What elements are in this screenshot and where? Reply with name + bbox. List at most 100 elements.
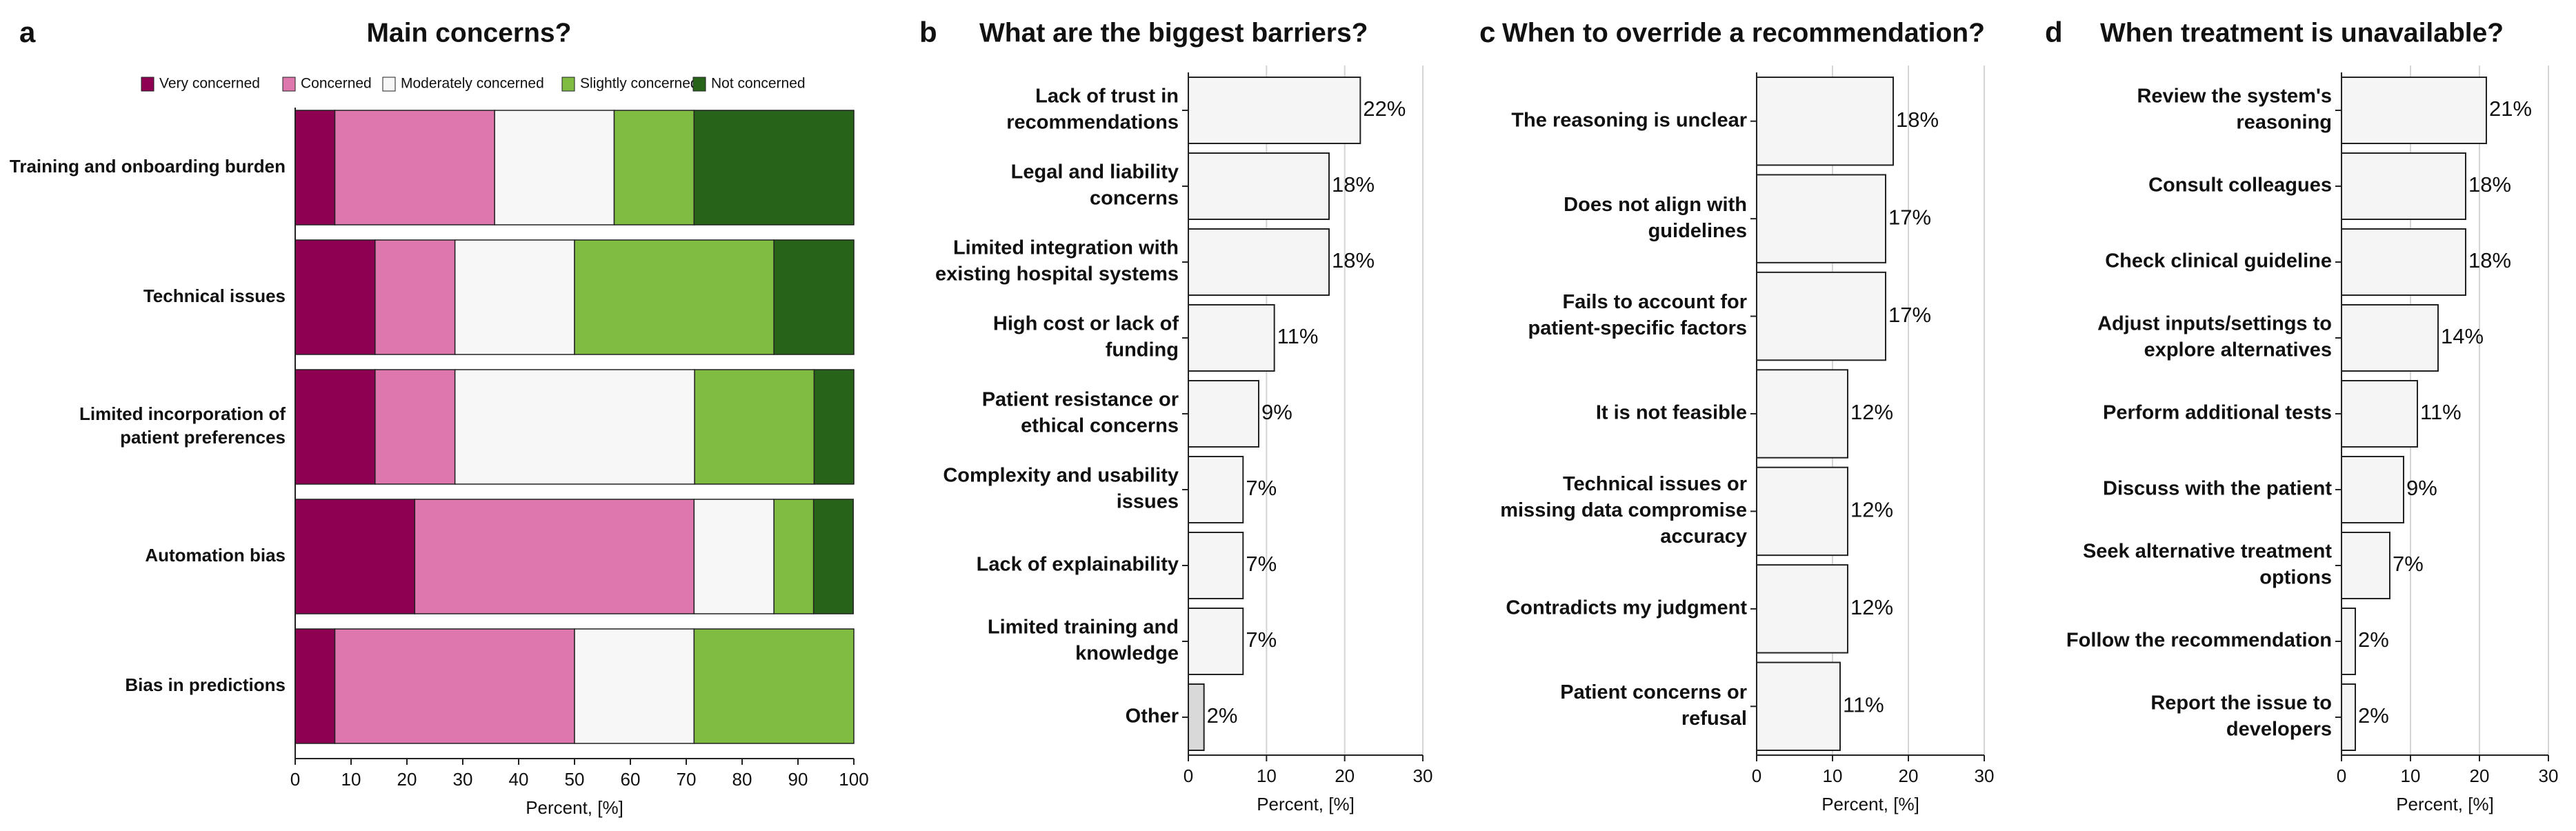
bar-segment <box>693 110 855 226</box>
data-label: 7% <box>2393 552 2424 576</box>
category-label: Contradicts my judgment <box>1506 597 1747 619</box>
chart-title: What are the biggest barriers? <box>979 18 1368 48</box>
category-label: Does not align with <box>1564 194 1747 216</box>
chart-title: When treatment is unavailable? <box>2100 18 2504 48</box>
data-label: 18% <box>2468 172 2511 197</box>
chart-title: When to override a recommendation? <box>1502 18 1985 48</box>
x-tick-label: 10 <box>341 769 361 790</box>
bar <box>2341 77 2487 144</box>
x-tick-label: 80 <box>732 769 752 790</box>
x-axis-label: Percent, [%] <box>1821 794 1919 814</box>
legend-label: Concerned <box>301 76 372 92</box>
category-label: accuracy <box>1660 525 1747 548</box>
data-label: 2% <box>2358 628 2389 652</box>
bar <box>1188 608 1244 675</box>
x-tick-label: 10 <box>1823 765 1843 786</box>
category-label: patient-specific factors <box>1528 317 1747 339</box>
data-label: 18% <box>2468 248 2511 272</box>
x-tick-label: 100 <box>839 769 868 790</box>
x-tick-label: 30 <box>1413 765 1433 786</box>
category-label: guidelines <box>1648 220 1747 242</box>
category-label: concerns <box>1090 188 1179 210</box>
category-label: Other <box>1126 705 1179 728</box>
legend-label: Moderately concerned <box>401 76 544 92</box>
bar-segment <box>294 628 336 744</box>
panel-b: b What are the biggest barriers? 0 10 20 30 Pe… <box>919 16 1432 814</box>
category-label: developers <box>2226 719 2332 741</box>
bar-segment <box>613 110 695 226</box>
bar <box>1188 77 1361 144</box>
data-label: 9% <box>2406 476 2437 500</box>
x-tick-label: 30 <box>453 769 473 790</box>
category-label: Patient concerns or <box>1560 681 1747 703</box>
data-label: 14% <box>2441 324 2484 348</box>
category-label: patient preferences <box>120 427 286 448</box>
category-label: issues <box>1117 491 1179 513</box>
panel-letter: d <box>2045 16 2063 48</box>
bar-segment <box>773 239 855 355</box>
x-tick-label: 50 <box>565 769 585 790</box>
x-axis-label: Percent, [%] <box>2396 794 2494 814</box>
bar-segment <box>454 369 695 485</box>
bar-segment <box>574 239 775 355</box>
category-label: Complexity and usability <box>943 465 1179 487</box>
category-label: options <box>2259 567 2332 589</box>
x-tick-label: 40 <box>509 769 529 790</box>
x-tick-label: 0 <box>1184 765 1193 786</box>
bar <box>2341 532 2390 599</box>
data-label: 11% <box>2420 400 2462 424</box>
category-label: Patient resistance or <box>982 389 1179 411</box>
x-tick-label: 30 <box>1975 765 1995 786</box>
bar <box>1188 532 1244 599</box>
category-label: Consult colleagues <box>2148 174 2332 197</box>
x-tick-label: 10 <box>2401 765 2421 786</box>
bar <box>2341 380 2418 448</box>
data-label: 18% <box>1332 172 1375 197</box>
data-label: 12% <box>1850 400 1893 424</box>
bar-segment <box>294 499 416 614</box>
x-tick-label: 70 <box>677 769 697 790</box>
bar <box>1756 466 1848 557</box>
data-label: 18% <box>1896 108 1939 132</box>
x-axis-label: Percent, [%] <box>526 797 623 818</box>
category-label: The reasoning is unclear <box>1511 109 1747 131</box>
bar-segment <box>414 499 695 614</box>
category-label: Discuss with the patient <box>2103 478 2332 500</box>
bar-segment <box>375 239 456 355</box>
x-tick-label: 60 <box>621 769 641 790</box>
bar <box>1756 369 1848 459</box>
legend-swatch <box>282 77 296 92</box>
bar <box>2341 456 2404 523</box>
data-label: 11% <box>1843 692 1884 717</box>
category-label: funding <box>1106 339 1179 361</box>
x-axis-label: Percent, [%] <box>1257 794 1355 814</box>
x-tick-label: 10 <box>1257 765 1277 786</box>
data-label: 12% <box>1850 595 1893 619</box>
data-label: 21% <box>2489 97 2532 121</box>
data-label: 7% <box>1246 628 1277 652</box>
panel-d: d When treatment is unavailable? 0 10 20 30 Pe… <box>2045 16 2558 814</box>
category-label: reasoning <box>2236 112 2332 134</box>
x-tick-label: 20 <box>1899 765 1919 786</box>
category-label: Automation bias <box>145 545 286 565</box>
chart-title: Main concerns? <box>367 18 572 48</box>
legend-swatch <box>692 77 706 92</box>
category-label: Training and onboarding burden <box>10 156 286 177</box>
bar-segment <box>375 369 456 485</box>
category-label: Technical issues or <box>1563 473 1747 495</box>
bar <box>1188 304 1275 372</box>
bar-segment <box>334 628 575 744</box>
data-label: 12% <box>1850 498 1893 522</box>
x-tick-label: 0 <box>2337 765 2346 786</box>
data-label: 11% <box>1277 324 1319 348</box>
bar <box>1188 683 1205 751</box>
data-label: 7% <box>1246 476 1277 500</box>
category-label: It is not feasible <box>1596 402 1747 424</box>
bar-segment <box>494 110 615 226</box>
bar <box>1188 456 1244 523</box>
panel-letter: c <box>1479 16 1495 48</box>
x-tick-label: 20 <box>397 769 417 790</box>
category-label: Technical issues <box>143 286 286 306</box>
